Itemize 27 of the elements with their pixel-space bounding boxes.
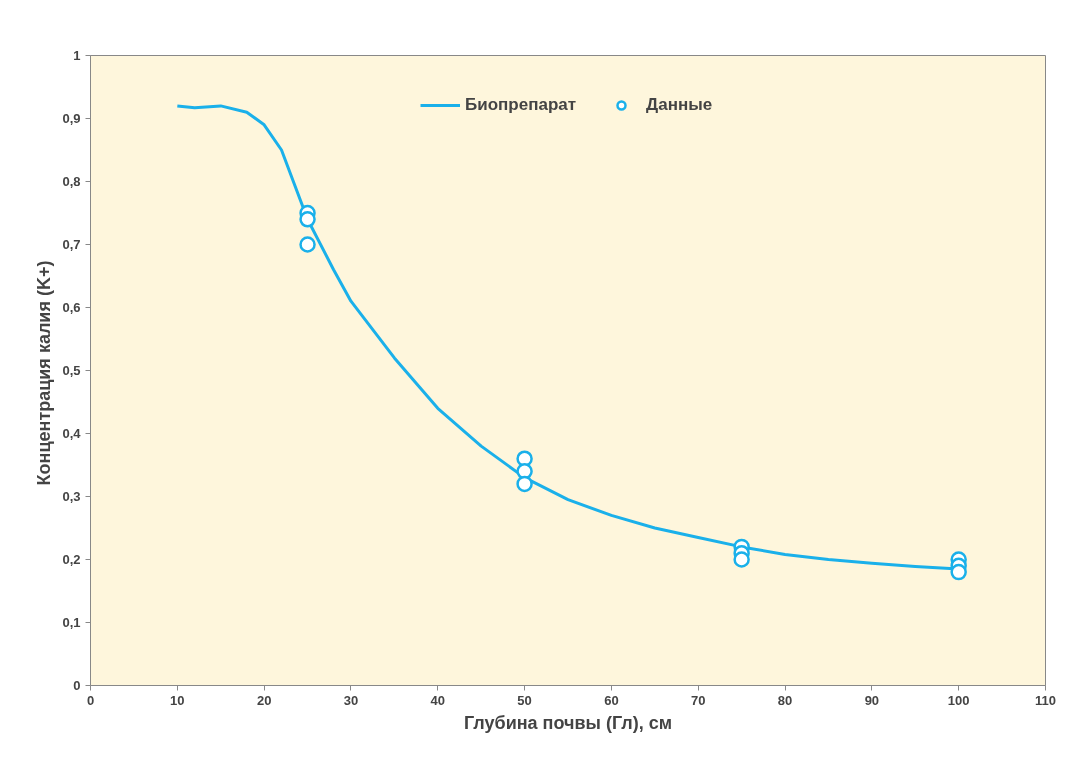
legend-label: Биопрепарат [465,95,577,115]
y-tick-label: 0,4 [62,426,82,441]
y-tick-label: 0,6 [62,300,81,315]
y-tick-label: 0,9 [62,111,81,126]
x-tick-label: 80 [777,692,793,708]
y-tick-label: 0 [73,678,81,693]
x-tick-label: 40 [430,692,446,708]
y-tick-label: 0,8 [62,174,81,189]
y-tick-label: 0,5 [62,363,81,378]
x-tick-label: 20 [256,692,272,708]
x-axis-title: Глубина почвы (Гл), см [464,712,672,733]
x-tick-label: 60 [604,692,619,708]
y-tick-label: 0,2 [62,552,81,567]
y-tick-label: 0,7 [62,237,81,252]
y-axis-title: Концентрация калия (K+) [34,260,55,486]
x-tick-label: 110 [1035,692,1056,708]
y-tick-label: 0,3 [62,489,81,504]
x-tick-label: 0 [86,692,95,708]
x-tick-label: 30 [343,692,359,708]
x-tick-label: 10 [170,692,185,708]
x-tick-label: 50 [517,692,532,708]
x-tick-label: 90 [864,692,880,708]
legend-label: Данные [646,95,713,115]
x-tick-label: 100 [947,692,970,708]
y-tick-label: 0,1 [62,615,81,630]
y-tick-label: 1 [73,48,81,63]
x-tick-label: 70 [691,692,706,708]
